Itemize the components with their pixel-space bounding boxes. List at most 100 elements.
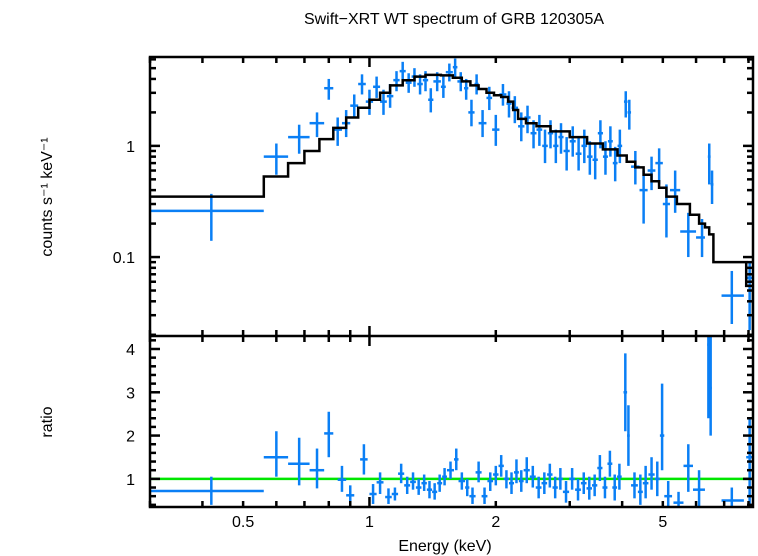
data-point (530, 120, 537, 149)
data-point (617, 129, 623, 164)
x-axis-label: Energy (keV) (398, 538, 491, 555)
spectrum-panel (150, 58, 753, 336)
ratio-point (426, 481, 433, 499)
ratio-point (410, 472, 416, 490)
data-point (324, 78, 334, 100)
ratio-point (597, 455, 603, 482)
ratio-point (453, 448, 459, 471)
data-point (680, 212, 697, 258)
ratio-point (337, 465, 347, 492)
ratio-point (607, 450, 613, 477)
ratio-point (518, 470, 524, 492)
ratio-point (552, 476, 558, 499)
data-point (445, 63, 453, 82)
data-point (428, 88, 434, 113)
ratio-point (664, 481, 673, 507)
data-point (478, 110, 487, 138)
y-tick-label: 1 (126, 472, 135, 489)
data-point (405, 73, 412, 93)
ratio-point (458, 472, 466, 490)
ratio-point (465, 478, 470, 497)
ratio-point (654, 461, 660, 497)
data-point (627, 99, 632, 130)
ratio-point (415, 478, 422, 495)
data-point (393, 71, 400, 92)
ratio-point (547, 463, 553, 488)
ratio-point (263, 431, 289, 477)
ratio-point (446, 461, 454, 479)
ratio-point (346, 485, 355, 504)
data-point (612, 146, 618, 182)
ratio-point (612, 474, 618, 501)
data-point (288, 124, 310, 154)
chart-title: Swift−XRT WT spectrum of GRB 120305A (304, 11, 604, 28)
ratio-point (673, 491, 684, 507)
ratio-point (580, 472, 587, 495)
data-point (602, 141, 608, 175)
ratio-point (324, 411, 334, 458)
ratio-point (432, 483, 438, 500)
ratio-point (481, 487, 488, 504)
data-point (263, 143, 289, 175)
ratio-point (498, 455, 504, 477)
y-tick-label: 1 (126, 139, 135, 156)
data-point (623, 91, 628, 118)
data-point (696, 218, 705, 258)
ratio-point (442, 468, 447, 486)
ratio-point (529, 465, 536, 488)
ratio-point (602, 476, 608, 499)
data-point (655, 148, 663, 185)
ratio-point (493, 465, 499, 486)
ratio-point (421, 474, 427, 491)
data-point (563, 137, 570, 171)
data-point (524, 105, 531, 134)
ratio-point (659, 383, 665, 471)
axes-frame: 0.5 1 2 5 0.1 1 1 2 3 4 (113, 55, 755, 531)
ratio-point (535, 476, 542, 499)
ratio-point (469, 487, 476, 504)
data-point (492, 114, 500, 146)
data-point (581, 129, 588, 164)
ratio-point (557, 468, 563, 490)
data-point (150, 193, 264, 241)
ratio-point (721, 487, 744, 507)
ratio-point (288, 437, 310, 486)
data-point (333, 117, 342, 146)
ratio-point (503, 470, 509, 489)
ratio-point (523, 457, 530, 484)
data-point (506, 91, 512, 118)
ratio-point (586, 476, 592, 500)
data-point (373, 76, 381, 98)
ratio-point (648, 457, 655, 490)
data-point (309, 112, 325, 138)
y-tick-label: 3 (126, 385, 135, 402)
ratio-point (642, 465, 649, 499)
ratio-point (376, 472, 384, 495)
ratio-point (562, 481, 570, 503)
y-tick-label: 2 (126, 429, 135, 446)
ratio-point (623, 353, 628, 432)
data-point (547, 120, 554, 149)
ratio-point (631, 472, 638, 499)
x-tick-label: 5 (658, 514, 667, 531)
ratio-point (591, 474, 598, 497)
x-tick-label: 1 (365, 514, 374, 531)
ratio-point (508, 472, 515, 495)
data-point (399, 61, 406, 81)
data-point (468, 99, 475, 127)
ratio-point (637, 474, 643, 505)
data-point (542, 129, 548, 164)
ratio-point (692, 470, 705, 507)
data-point (669, 170, 681, 213)
data-point (639, 170, 648, 224)
data-point (587, 141, 593, 175)
data-point (536, 114, 543, 146)
data-point (350, 94, 359, 118)
x-tick-label: 2 (491, 514, 500, 531)
data-point (607, 126, 613, 157)
data-point (710, 170, 714, 205)
ratio-point (475, 461, 482, 483)
model-line (150, 73, 753, 336)
data-point (575, 137, 582, 171)
ratio-point (707, 336, 710, 419)
